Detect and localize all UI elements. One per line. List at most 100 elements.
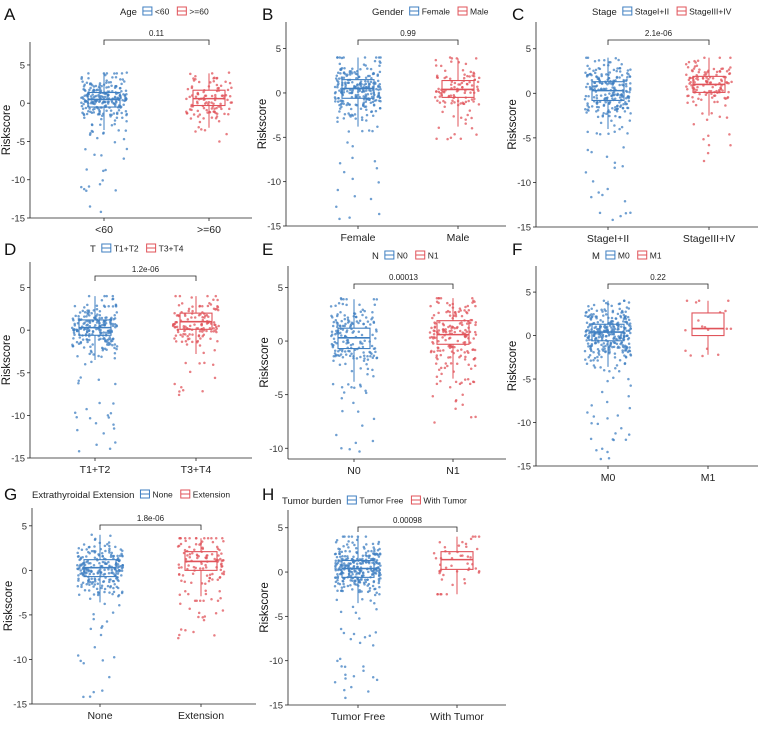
- data-point: [109, 555, 113, 558]
- data-point: [463, 91, 467, 95]
- data-point: [598, 327, 602, 330]
- data-point: [344, 677, 347, 680]
- data-point: [100, 584, 104, 588]
- data-point: [584, 358, 587, 361]
- data-point: [347, 574, 351, 578]
- data-point: [445, 592, 449, 596]
- data-point: [466, 74, 469, 78]
- data-point: [454, 407, 457, 411]
- data-point: [432, 333, 436, 336]
- data-point: [115, 324, 119, 328]
- data-point: [185, 110, 188, 113]
- p-value-label: 0.00013: [389, 273, 418, 282]
- data-point: [193, 316, 197, 319]
- legend-label: M1: [650, 251, 662, 261]
- data-point: [121, 98, 124, 102]
- data-point: [591, 180, 595, 183]
- data-point: [202, 106, 206, 110]
- data-point: [374, 552, 378, 556]
- data-point: [340, 665, 343, 668]
- data-point: [333, 680, 337, 684]
- data-point: [610, 326, 613, 329]
- data-point: [693, 65, 697, 68]
- data-point: [95, 321, 99, 324]
- data-point: [454, 314, 458, 318]
- data-point: [453, 330, 457, 334]
- data-point: [442, 323, 446, 327]
- data-point: [595, 105, 599, 109]
- data-point: [195, 599, 198, 602]
- data-point: [371, 542, 375, 546]
- data-point: [432, 329, 436, 332]
- data-point: [361, 424, 364, 427]
- data-point: [436, 76, 439, 80]
- data-point: [463, 582, 467, 585]
- data-point: [116, 554, 119, 558]
- data-point: [205, 108, 208, 112]
- significance-bracket: [353, 283, 454, 289]
- data-point: [348, 550, 352, 553]
- data-point: [378, 593, 381, 596]
- data-point: [210, 72, 214, 75]
- data-point: [460, 321, 463, 324]
- data-point: [365, 554, 368, 558]
- data-point: [73, 304, 77, 308]
- data-point: [354, 315, 358, 319]
- data-point: [458, 307, 462, 310]
- data-point: [91, 329, 95, 333]
- data-point: [629, 331, 632, 335]
- data-point: [115, 311, 119, 314]
- data-point: [613, 124, 616, 127]
- data-point: [584, 314, 587, 318]
- data-point: [618, 96, 622, 99]
- data-point: [203, 615, 207, 618]
- data-point: [377, 566, 380, 570]
- series-1: [432, 535, 481, 596]
- data-point: [340, 334, 343, 337]
- data-point: [371, 356, 375, 359]
- data-point: [173, 382, 176, 386]
- data-point: [79, 557, 82, 561]
- data-point: [338, 89, 341, 92]
- data-point: [339, 610, 343, 614]
- data-point: [340, 396, 344, 400]
- data-point: [352, 632, 356, 636]
- data-point: [215, 83, 219, 87]
- data-point: [73, 333, 76, 336]
- data-point: [112, 655, 116, 659]
- data-point: [99, 330, 102, 334]
- data-point: [432, 552, 436, 555]
- data-point: [105, 72, 109, 75]
- data-point: [433, 321, 436, 324]
- data-point: [346, 141, 349, 144]
- data-point: [82, 113, 86, 117]
- data-point: [601, 333, 605, 337]
- data-point: [377, 84, 380, 88]
- data-point: [102, 336, 106, 340]
- data-point: [191, 333, 194, 336]
- data-point: [363, 339, 366, 343]
- data-point: [366, 80, 370, 83]
- data-point: [437, 126, 441, 130]
- data-point: [90, 582, 94, 585]
- data-point: [196, 115, 200, 118]
- data-point: [434, 362, 438, 365]
- data-point: [333, 576, 337, 579]
- data-point: [181, 335, 184, 338]
- data-point: [104, 321, 108, 325]
- data-point: [80, 104, 84, 108]
- data-point: [92, 111, 96, 114]
- data-point: [227, 71, 231, 74]
- data-point: [430, 326, 433, 330]
- data-point: [219, 557, 222, 561]
- data-point: [360, 578, 363, 581]
- data-point: [605, 73, 608, 76]
- data-point: [684, 62, 688, 66]
- y-tick-label: -10: [11, 411, 25, 422]
- data-point: [110, 568, 114, 572]
- data-point: [125, 147, 129, 151]
- data-point: [606, 450, 609, 454]
- data-point: [613, 352, 617, 355]
- data-point: [101, 624, 104, 628]
